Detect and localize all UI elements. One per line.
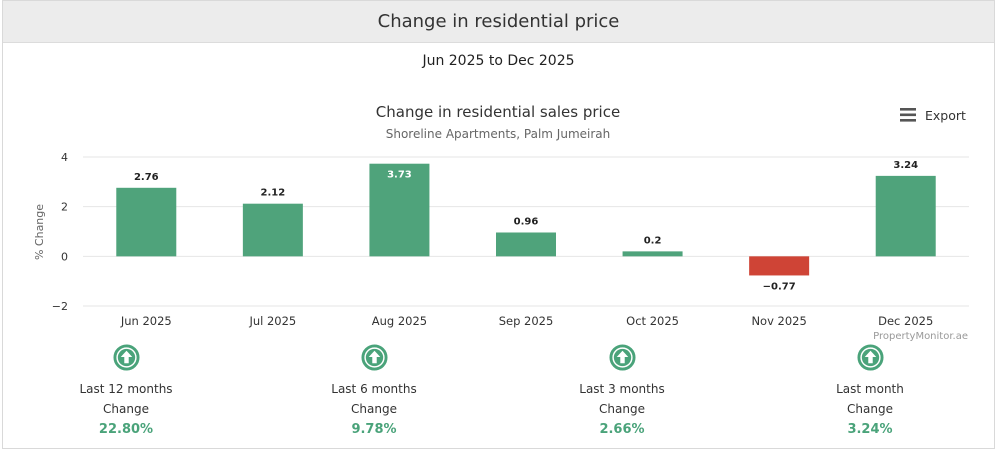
bar-sep-2025[interactable] xyxy=(496,232,556,257)
bar-jul-2025[interactable] xyxy=(242,203,303,257)
y-tick-label: 4 xyxy=(61,151,68,164)
bar-dec-2025[interactable] xyxy=(875,175,936,257)
bar-oct-2025[interactable] xyxy=(622,251,683,257)
bar-nov-2025[interactable] xyxy=(749,256,810,276)
chart-subtitle: Shoreline Apartments, Palm Jumeirah xyxy=(386,127,611,141)
arrow-up-circle-icon xyxy=(608,344,636,371)
x-tick-label: Oct 2025 xyxy=(626,314,679,328)
panel-header: Change in residential price xyxy=(3,1,994,43)
arrow-up-circle-icon xyxy=(856,344,884,371)
export-button[interactable]: Export xyxy=(896,104,968,128)
data-label: 2.12 xyxy=(261,188,286,199)
summary-value: 2.66% xyxy=(599,422,645,437)
summary-period: Last 3 months xyxy=(579,382,665,396)
summary-period: Last month xyxy=(836,382,904,396)
arrow-up-circle-icon xyxy=(360,344,388,371)
data-label: 3.73 xyxy=(387,170,412,181)
watermark: PropertyMonitor.ae xyxy=(873,331,968,342)
period-range: Jun 2025 to Dec 2025 xyxy=(422,53,575,69)
y-tick-label: 0 xyxy=(61,250,68,263)
summary-value: 9.78% xyxy=(351,422,397,437)
x-tick-label: Jun 2025 xyxy=(120,314,172,328)
bar-jun-2025[interactable] xyxy=(116,187,177,257)
data-label: 2.76 xyxy=(134,172,159,183)
chart-title: Change in residential sales price xyxy=(376,103,620,121)
arrow-up-circle-icon xyxy=(112,344,140,371)
x-tick-label: Jul 2025 xyxy=(248,314,296,328)
x-tick-label: Nov 2025 xyxy=(751,314,806,328)
summary-label: Change xyxy=(599,402,645,416)
x-tick-label: Sep 2025 xyxy=(499,314,554,328)
data-label: 0.96 xyxy=(514,216,539,227)
panel-title: Change in residential price xyxy=(377,11,620,32)
summary-value: 3.24% xyxy=(847,422,893,437)
summary-card: Last 12 months Change 22.80% xyxy=(46,344,206,441)
y-axis-label: % Change xyxy=(33,204,46,260)
x-tick-label: Dec 2025 xyxy=(878,314,933,328)
summary-period: Last 12 months xyxy=(79,382,173,396)
data-label: 3.24 xyxy=(893,160,918,171)
summary-value: 22.80% xyxy=(98,422,154,437)
summary-card: Last month Change 3.24% xyxy=(790,344,950,441)
y-tick-label: −2 xyxy=(52,300,68,313)
summary-label: Change xyxy=(103,402,149,416)
data-label: 0.2 xyxy=(644,235,662,246)
summary-label: Change xyxy=(847,402,893,416)
export-label: Export xyxy=(925,108,966,123)
menu-icon xyxy=(900,108,916,122)
summary-card: Last 6 months Change 9.78% xyxy=(294,344,454,441)
summary-card: Last 3 months Change 2.66% xyxy=(542,344,702,441)
x-tick-label: Aug 2025 xyxy=(372,314,427,328)
bar-aug-2025[interactable] xyxy=(369,163,430,257)
data-label: −0.77 xyxy=(763,281,796,292)
y-tick-label: 2 xyxy=(61,201,68,214)
summary-period: Last 6 months xyxy=(331,382,417,396)
summary-label: Change xyxy=(351,402,397,416)
